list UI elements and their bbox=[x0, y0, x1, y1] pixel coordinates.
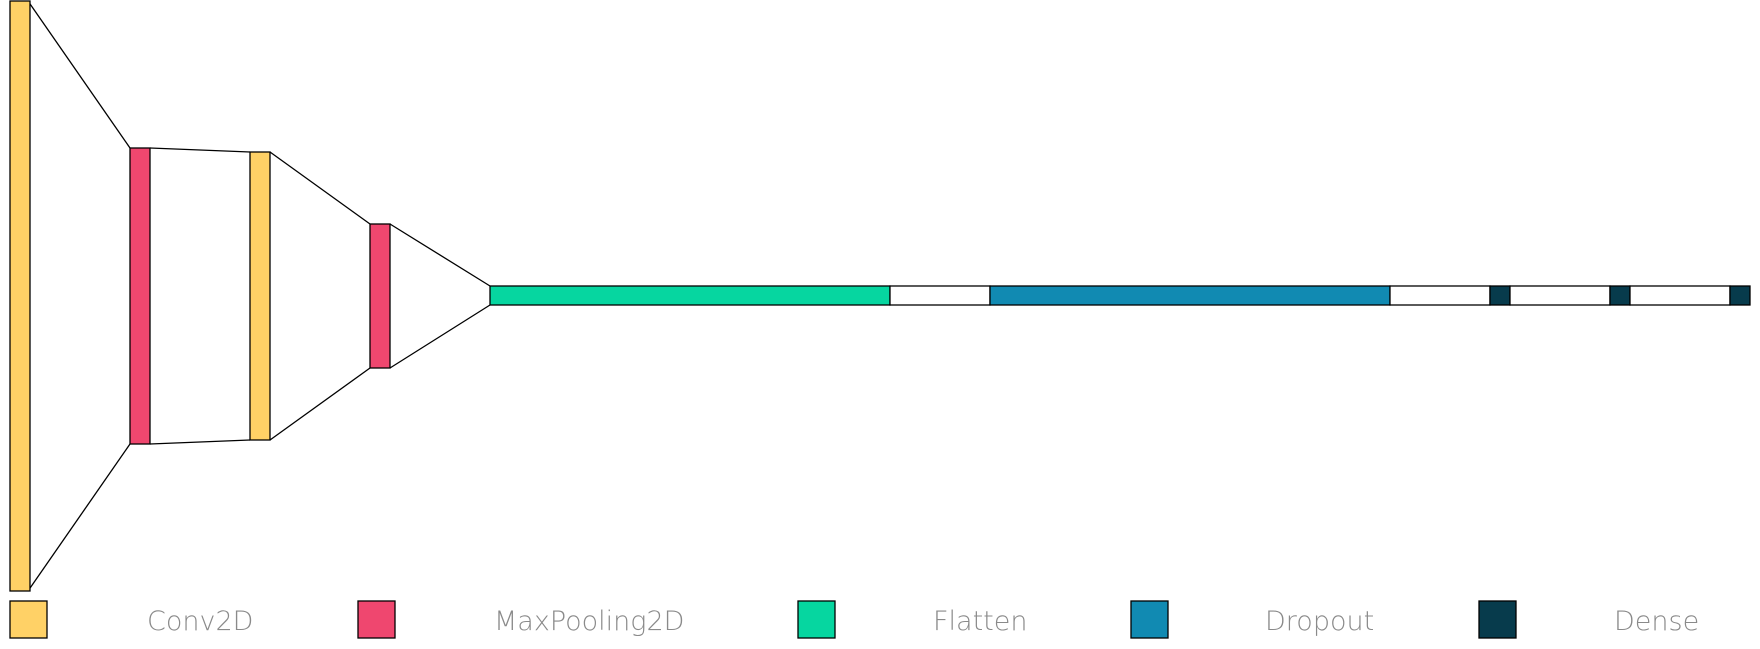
connector-line bbox=[389, 304, 491, 369]
layer-conv2d-2 bbox=[249, 151, 271, 441]
layer-maxpooling2d-2 bbox=[369, 223, 391, 369]
layer-conv2d-1 bbox=[9, 0, 31, 592]
legend-label-flatten: Flatten bbox=[933, 606, 1027, 637]
legend-label-dropout: Dropout bbox=[1265, 606, 1374, 637]
layer-dense-3 bbox=[1729, 285, 1751, 306]
legend-swatch-maxpooling2d bbox=[357, 600, 396, 639]
legend-swatch-flatten bbox=[797, 600, 836, 639]
layer-flatten bbox=[489, 285, 891, 306]
legend-label-conv2d: Conv2D bbox=[147, 606, 253, 637]
layer-dense-1 bbox=[1489, 285, 1511, 306]
legend-swatch-conv2d bbox=[9, 600, 48, 639]
spacer-block bbox=[1389, 285, 1491, 306]
connectors bbox=[27, 0, 491, 592]
legend-swatch-dense bbox=[1478, 600, 1517, 639]
layer-maxpooling2d-1 bbox=[129, 147, 151, 445]
legend-labels: Conv2D MaxPooling2D Flatten Dropout Dens… bbox=[147, 606, 1699, 637]
connector-line bbox=[389, 223, 491, 287]
spacer-block bbox=[889, 285, 991, 306]
connector-line bbox=[269, 367, 371, 441]
layer-dropout bbox=[989, 285, 1391, 306]
spacer-block bbox=[1629, 285, 1731, 306]
layer-dense-2 bbox=[1609, 285, 1631, 306]
legend bbox=[9, 600, 1517, 639]
connector-line bbox=[149, 147, 251, 153]
legend-label-maxpooling2d: MaxPooling2D bbox=[494, 606, 684, 637]
connector-line bbox=[27, 0, 131, 149]
legend-label-dense: Dense bbox=[1614, 606, 1699, 637]
connector-line bbox=[27, 443, 131, 592]
legend-swatch-dropout bbox=[1130, 600, 1169, 639]
spacer-block bbox=[1509, 285, 1611, 306]
connector-line bbox=[149, 439, 251, 445]
layers bbox=[9, 0, 1751, 592]
connector-line bbox=[269, 151, 371, 225]
